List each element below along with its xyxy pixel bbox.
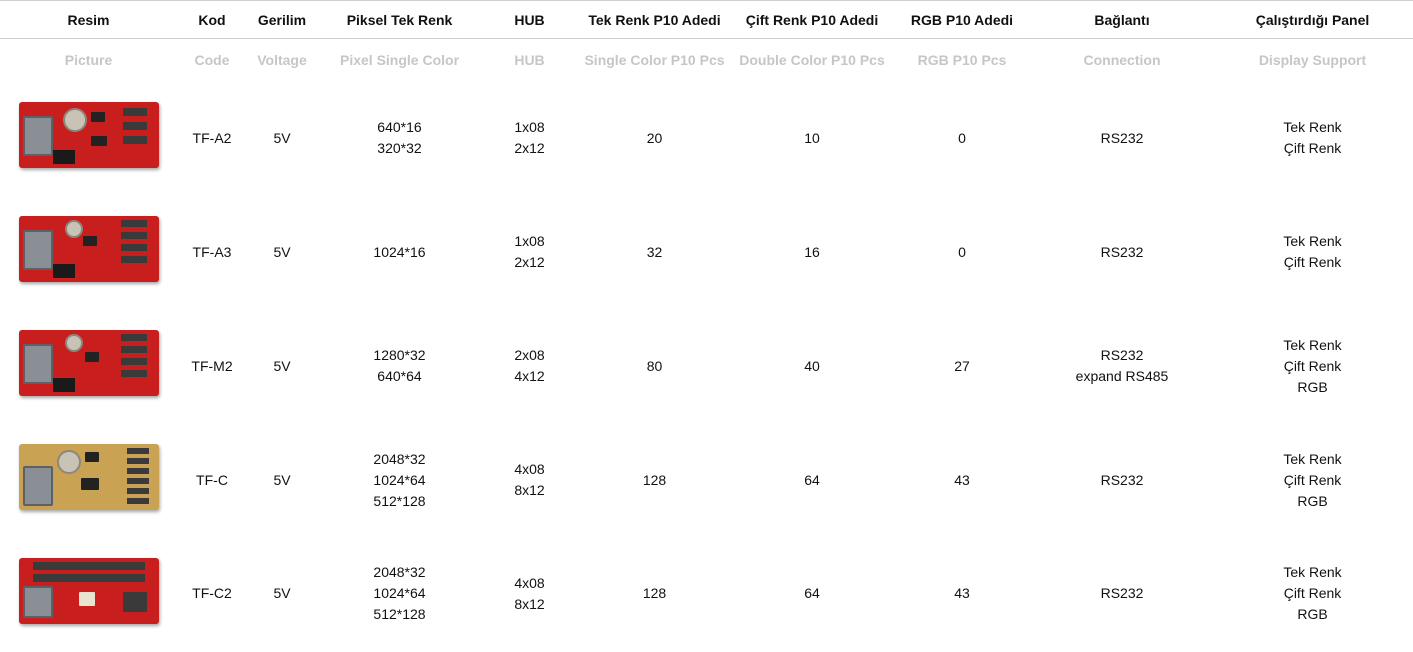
- header-connection: Connection: [1083, 52, 1161, 68]
- hub-cell: 4x08 8x12: [514, 461, 545, 498]
- header-cift-renk: Çift Renk P10 Adedi: [732, 0, 892, 39]
- hub-cell: 1x08 2x12: [514, 233, 545, 270]
- double-count-cell: 16: [804, 243, 820, 260]
- single-count-cell: 32: [646, 243, 663, 260]
- header-hub: HUB: [482, 0, 577, 39]
- pixel-cell: 1024*16: [373, 243, 426, 260]
- pixel-cell: 2048*32 1024*64 512*128: [373, 450, 426, 509]
- pixel-cell: 640*16 320*32: [377, 119, 422, 156]
- voltage-cell: 5V: [273, 129, 291, 146]
- rgb-count-cell: 27: [954, 357, 970, 374]
- rgb-count-cell: 0: [958, 243, 966, 260]
- voltage-cell: 5V: [273, 471, 291, 488]
- header-rgb: RGB P10 Adedi: [892, 0, 1032, 39]
- table-row: TF-C 5V 2048*32 1024*64 512*128 4x08 8x12 1…: [0, 423, 1413, 537]
- single-count-cell: 128: [642, 471, 667, 488]
- connection-cell: RS232: [1100, 243, 1144, 260]
- header-code: Code: [194, 52, 230, 68]
- header-panel: Çalıştırdığı Panel: [1212, 0, 1413, 39]
- double-count-cell: 40: [804, 357, 820, 374]
- controller-board-image: [18, 557, 159, 624]
- header-tek-renk: Tek Renk P10 Adedi: [577, 0, 732, 39]
- header-pixel: Pixel Single Color: [339, 52, 460, 68]
- hub-cell: 2x08 4x12: [514, 347, 545, 384]
- double-count-cell: 10: [804, 129, 820, 146]
- controller-board-image: [18, 330, 159, 396]
- code-cell: TF-A3: [192, 243, 232, 260]
- rgb-count-cell: 43: [954, 585, 970, 601]
- header-hub-en: HUB: [514, 52, 545, 68]
- table-row: TF-M2 5V 1280*32 640*64 2x08 4x12 80 40 27…: [0, 309, 1413, 423]
- support-cell: Tek Renk Çift Renk RGB: [1283, 450, 1342, 509]
- header-baglanti: Bağlantı: [1032, 0, 1212, 39]
- header-picture: Picture: [64, 52, 113, 68]
- header-double-color: Double Color P10 Pcs: [739, 52, 885, 68]
- code-cell: TF-C: [196, 471, 228, 488]
- connection-cell: RS232: [1100, 129, 1144, 146]
- header-display-support: Display Support: [1258, 52, 1367, 68]
- support-cell: Tek Renk Çift Renk RGB: [1283, 336, 1342, 395]
- support-cell: Tek Renk Çift Renk: [1283, 119, 1342, 156]
- support-cell: Tek Renk Çift Renk RGB: [1283, 564, 1342, 622]
- code-cell: TF-A2: [192, 129, 232, 146]
- code-cell: TF-M2: [191, 357, 233, 374]
- single-count-cell: 128: [642, 585, 667, 601]
- connection-cell: RS232: [1100, 585, 1144, 601]
- table-row: TF-A3 5V 1024*16 1x08 2x12 32 16 0 RS232 …: [0, 195, 1413, 309]
- code-cell: TF-C2: [192, 585, 232, 601]
- header-resim: Resim: [0, 0, 177, 39]
- hub-cell: 1x08 2x12: [514, 119, 545, 156]
- double-count-cell: 64: [804, 471, 820, 488]
- controller-board-image: [18, 444, 159, 510]
- single-count-cell: 20: [646, 129, 663, 146]
- header-piksel: Piksel Tek Renk: [317, 0, 482, 39]
- connection-cell: RS232 expand RS485: [1075, 347, 1169, 384]
- rgb-count-cell: 43: [954, 471, 970, 488]
- header-single-color: Single Color P10 Pcs: [584, 52, 725, 68]
- controller-board-image: [18, 216, 159, 282]
- header-voltage: Voltage: [257, 52, 307, 68]
- voltage-cell: 5V: [273, 585, 291, 601]
- hub-cell: 4x08 8x12: [514, 574, 545, 612]
- support-cell: Tek Renk Çift Renk: [1283, 233, 1342, 270]
- header-kod: Kod: [177, 0, 247, 39]
- single-count-cell: 80: [646, 357, 663, 374]
- pixel-cell: 1280*32 640*64: [373, 347, 426, 384]
- header-row-turkish: Resim Kod Gerilim Piksel Tek Renk HUB Te…: [0, 0, 1413, 39]
- rgb-count-cell: 0: [958, 129, 966, 146]
- voltage-cell: 5V: [273, 243, 291, 260]
- pixel-cell: 2048*32 1024*64 512*128: [373, 564, 426, 622]
- connection-cell: RS232: [1100, 471, 1144, 488]
- table-row: TF-C2 5V 2048*32 1024*64 512*128 4x08 8x12 …: [0, 537, 1413, 650]
- header-gerilim: Gerilim: [247, 0, 317, 39]
- header-rgb-en: RGB P10 Pcs: [917, 52, 1007, 68]
- header-row-english: Picture Code Voltage Pixel Single Color …: [0, 39, 1413, 82]
- voltage-cell: 5V: [273, 357, 291, 374]
- table-row: TF-A2 5V 640*16 320*32 1x08 2x12 20 10 0 R…: [0, 81, 1413, 195]
- double-count-cell: 64: [804, 585, 820, 601]
- controller-board-image: [18, 102, 159, 168]
